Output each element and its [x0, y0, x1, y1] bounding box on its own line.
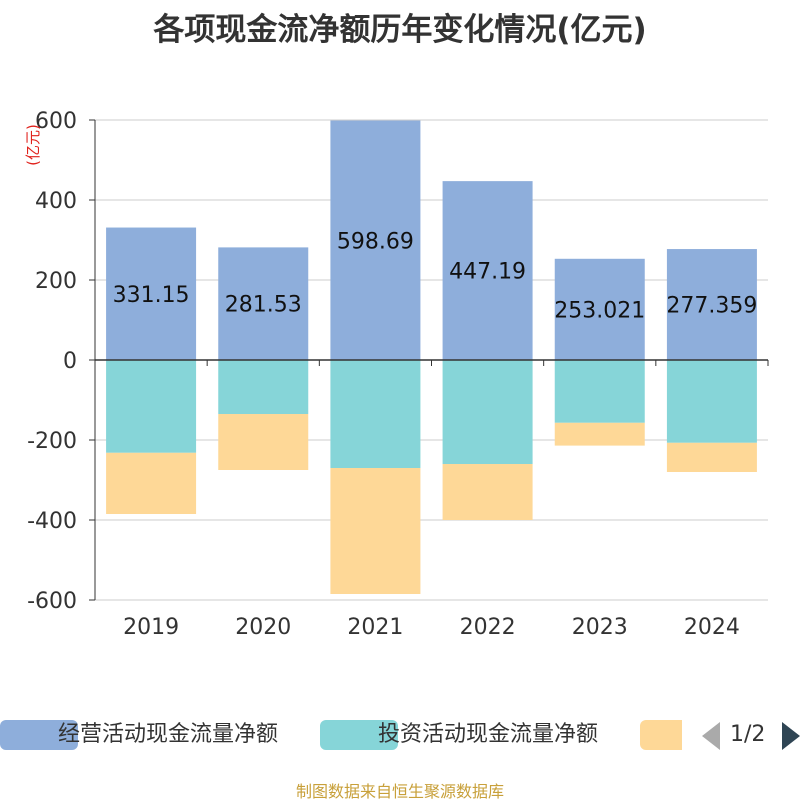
bar-2020-series-1 — [218, 360, 309, 414]
legend-label-operating: 经营活动现金流量净额 — [58, 722, 279, 747]
y-tick-label: 400 — [35, 189, 77, 214]
bar-2023-series-2 — [554, 422, 645, 446]
source-note: 制图数据来自恒生聚源数据库 — [295, 782, 504, 801]
y-tick-label: -200 — [27, 429, 77, 454]
bar-2020-series-2 — [218, 414, 309, 470]
bar-2022-series-1 — [442, 360, 533, 464]
bar-2019-series-0 — [106, 227, 197, 360]
x-tick-label: 2021 — [347, 615, 403, 640]
bar-value-label: 281.53 — [225, 293, 302, 318]
bar-value-label: 447.19 — [449, 260, 526, 285]
legend-swatch-investing — [320, 720, 398, 750]
x-tick-label: 2023 — [572, 615, 628, 640]
bar-2020-series-0 — [218, 247, 309, 360]
bar-value-label: 331.15 — [113, 283, 190, 308]
bar-value-label: 253.021 — [554, 298, 645, 323]
bar-2019-series-1 — [106, 360, 197, 453]
legend: 经营活动现金流量净额 投资活动现金流量净额 1/2 — [0, 714, 800, 758]
bar-2019-series-2 — [106, 452, 197, 514]
x-tick-label: 2020 — [235, 615, 291, 640]
y-tick-label: 200 — [35, 269, 77, 294]
y-tick-label: 0 — [63, 349, 77, 374]
bar-2021-series-2 — [330, 468, 421, 594]
chart-title: 各项现金流净额历年变化情况(亿元) — [153, 12, 647, 48]
bar-2021-series-0 — [330, 120, 421, 360]
legend-swatch-operating — [0, 720, 78, 750]
x-tick-label: 2019 — [123, 615, 179, 640]
bar-value-label: 598.69 — [337, 229, 414, 254]
bar-value-label: 277.359 — [666, 294, 757, 319]
legend-swatch-financing — [640, 720, 682, 750]
y-tick-label: 600 — [35, 109, 77, 134]
chart-plot: -600 -400 -200 0 200 400 600(亿元) 331.15 2019 281.… — [24, 109, 769, 640]
x-tick-label: 2024 — [684, 615, 740, 640]
bar-2023-series-1 — [554, 360, 645, 423]
legend-label-investing: 投资活动现金流量净额 — [378, 722, 599, 747]
bar-2021-series-1 — [330, 360, 421, 468]
y-tick-label: -400 — [27, 509, 77, 534]
y-tick-label: -600 — [27, 589, 77, 614]
bar-2022-series-2 — [442, 464, 533, 520]
x-tick-label: 2022 — [460, 615, 516, 640]
legend-next-arrow-icon[interactable] — [782, 722, 800, 750]
bar-2024-series-1 — [666, 360, 757, 443]
bar-2022-series-0 — [442, 181, 533, 360]
legend-prev-arrow-icon[interactable] — [702, 722, 720, 750]
bar-2024-series-0 — [666, 249, 757, 360]
bar-2023-series-0 — [554, 258, 645, 360]
legend-page-indicator: 1/2 — [730, 722, 766, 747]
y-axis-label: (亿元) — [24, 124, 42, 166]
bar-2024-series-2 — [666, 442, 757, 472]
